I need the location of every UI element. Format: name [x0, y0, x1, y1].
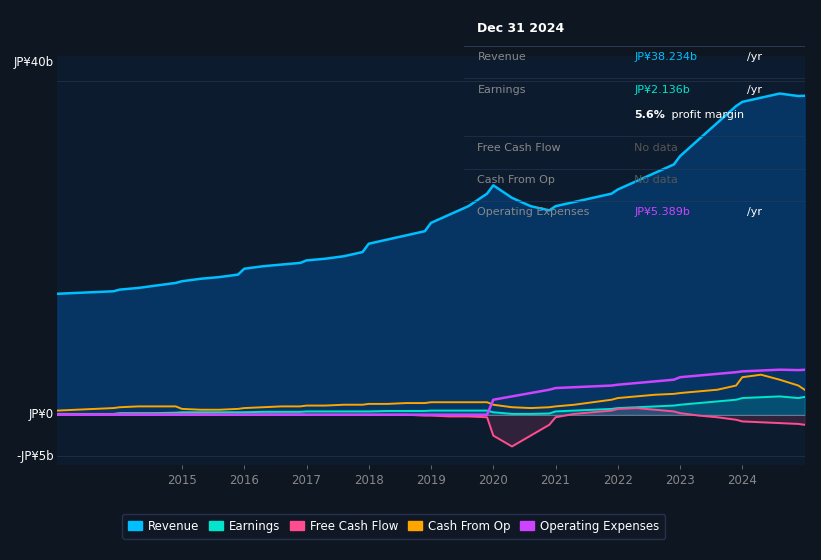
Legend: Revenue, Earnings, Free Cash Flow, Cash From Op, Operating Expenses: Revenue, Earnings, Free Cash Flow, Cash …	[122, 514, 665, 539]
Text: JP¥2.136b: JP¥2.136b	[635, 85, 690, 95]
Text: No data: No data	[635, 175, 678, 185]
Text: /yr: /yr	[746, 85, 762, 95]
Text: Revenue: Revenue	[478, 52, 526, 62]
Text: /yr: /yr	[746, 207, 762, 217]
Text: Operating Expenses: Operating Expenses	[478, 207, 589, 217]
Text: Earnings: Earnings	[478, 85, 526, 95]
Text: JP¥40b: JP¥40b	[14, 56, 53, 69]
Text: Free Cash Flow: Free Cash Flow	[478, 143, 561, 153]
Text: profit margin: profit margin	[668, 110, 745, 120]
Text: No data: No data	[635, 143, 678, 153]
Text: JP¥0: JP¥0	[29, 408, 53, 421]
Text: JP¥5.389b: JP¥5.389b	[635, 207, 690, 217]
Text: Cash From Op: Cash From Op	[478, 175, 555, 185]
Text: Dec 31 2024: Dec 31 2024	[478, 22, 565, 35]
Text: JP¥38.234b: JP¥38.234b	[635, 52, 697, 62]
Text: 5.6%: 5.6%	[635, 110, 665, 120]
Text: /yr: /yr	[746, 52, 762, 62]
Text: -JP¥5b: -JP¥5b	[16, 450, 53, 463]
